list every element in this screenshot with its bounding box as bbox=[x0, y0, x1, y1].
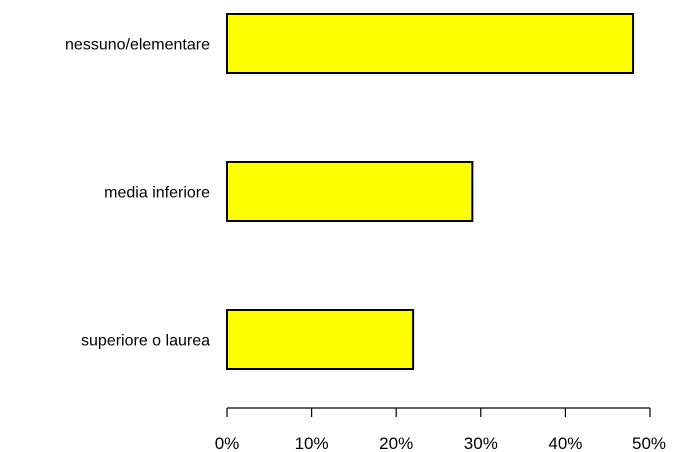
bar-superiore-o-laurea bbox=[226, 309, 415, 370]
x-axis: 0% 10% 20% 30% 40% 50% bbox=[215, 407, 666, 452]
x-tick-label-40: 40% bbox=[548, 434, 582, 452]
x-tick-label-20: 20% bbox=[379, 434, 413, 452]
bar-nessuno-elementare bbox=[226, 13, 635, 74]
x-tick-label-50: 50% bbox=[632, 434, 666, 452]
category-label-media-inferiore: media inferiore bbox=[104, 185, 210, 202]
bars bbox=[226, 13, 635, 370]
x-tick-label-30: 30% bbox=[464, 434, 498, 452]
bar-media-inferiore bbox=[226, 161, 474, 222]
category-labels: nessuno/elementare media inferiore superio… bbox=[65, 37, 210, 350]
x-tick-label-10: 10% bbox=[295, 434, 329, 452]
x-tick-label-0: 0% bbox=[215, 434, 240, 452]
category-label-superiore-o-laurea: superiore o laurea bbox=[81, 333, 210, 350]
category-label-nessuno-elementare: nessuno/elementare bbox=[65, 37, 210, 54]
